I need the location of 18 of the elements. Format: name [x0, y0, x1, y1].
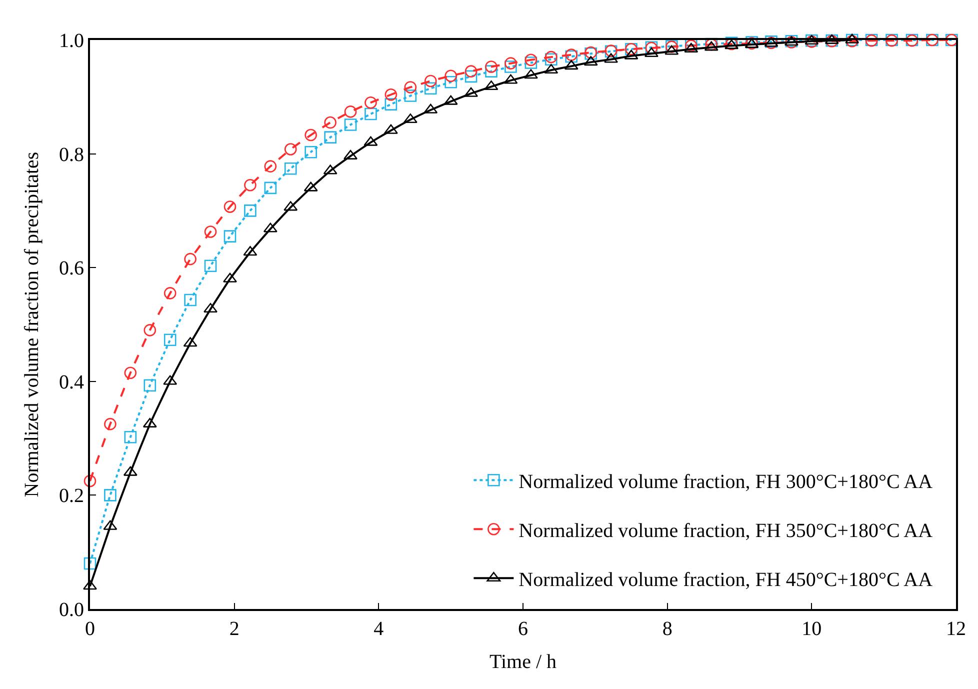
y-tick-label: 0.6: [59, 258, 84, 280]
y-tick-label: 0.0: [59, 599, 84, 621]
legend-label: Normalized volume fraction, FH 350°C+180°C AA: [518, 520, 934, 542]
x-tick-label: 0: [85, 618, 95, 640]
x-tick-label: 4: [374, 618, 384, 640]
x-tick-label: 2: [229, 618, 240, 640]
y-tick-label: 0.2: [59, 485, 84, 508]
x-tick-label: 12: [946, 618, 966, 640]
x-tick-label: 6: [518, 618, 528, 640]
legend-label: Normalized volume fraction, FH 300°C+180°C AA: [518, 470, 934, 493]
y-axis-title: Normalized volume fraction of precipitates: [21, 152, 43, 498]
y-tick-label: 0.4: [59, 371, 84, 394]
y-tick-label: 0.8: [59, 144, 84, 166]
y-tick-label: 1.0: [59, 30, 84, 52]
legend-label: Normalized volume fraction, FH 450°C+180°C AA: [518, 568, 934, 591]
x-tick-label: 8: [662, 618, 672, 640]
x-axis-title: Time / h: [489, 651, 557, 673]
x-tick-label: 10: [802, 618, 822, 640]
